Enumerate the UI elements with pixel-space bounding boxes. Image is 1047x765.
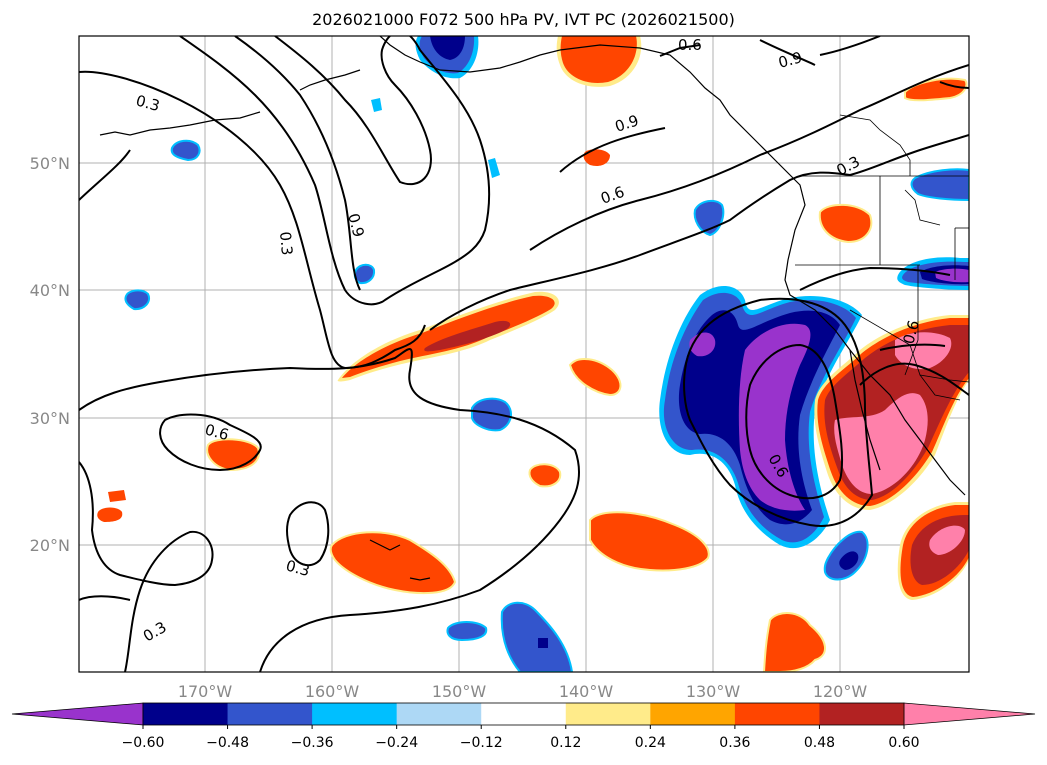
contour-label: 0.9 <box>776 48 804 72</box>
plot-title: 2026021000 F072 500 hPa PV, IVT PC (2026… <box>312 10 735 29</box>
colorbar-tick-label: 0.60 <box>888 735 919 751</box>
colorbar: −0.60 −0.48 −0.36 −0.24 −0.12 0.12 0.24 0.36 0.4… <box>11 702 1036 751</box>
lat-label: 20°N <box>30 536 70 555</box>
contour-label: 0.6 <box>678 36 702 54</box>
contour-label: 0.6 <box>203 420 231 444</box>
colorbar-segment <box>565 703 651 725</box>
colorbar-tick-label: −0.48 <box>206 735 249 751</box>
colorbar-tick-label: −0.60 <box>122 735 165 751</box>
lon-label: 170°W <box>178 682 233 701</box>
lon-label: 150°W <box>432 682 487 701</box>
colorbar-segment <box>143 703 229 725</box>
colorbar-tick-label: −0.36 <box>291 735 334 751</box>
colorbar-frame <box>142 702 905 726</box>
negative-pv-shading <box>124 36 969 672</box>
colorbar-segment <box>312 703 398 725</box>
contour-label: 0.9 <box>344 211 368 239</box>
colorbar-segment <box>734 703 820 725</box>
pv-contours <box>79 36 969 672</box>
contour-label: 0.3 <box>134 91 162 115</box>
lon-label: 140°W <box>559 682 614 701</box>
colorbar-segment <box>819 703 905 725</box>
colorbar-tick-label: 0.48 <box>804 735 835 751</box>
lon-label: 160°W <box>305 682 360 701</box>
contour-label: 0.3 <box>276 231 296 256</box>
political-borders <box>795 114 969 401</box>
colorbar-extend-min <box>11 702 144 726</box>
colorbar-extend-max <box>903 702 1036 726</box>
colorbar-tick-label: 0.24 <box>635 735 666 751</box>
coastlines <box>99 36 966 581</box>
colorbar-segment <box>650 703 736 725</box>
lat-label: 50°N <box>30 154 70 173</box>
colorbar-segment <box>481 703 567 725</box>
map-contents: 0.3 0.3 0.3 0.3 0.3 0.6 0.6 0.6 0.6 0.6 … <box>79 36 969 672</box>
colorbar-tick-label: −0.24 <box>375 735 418 751</box>
contour-label: 0.3 <box>284 556 312 580</box>
colorbar-tick-label: 0.36 <box>719 735 750 751</box>
lat-label: 40°N <box>30 281 70 300</box>
colorbar-segment <box>227 703 313 725</box>
colorbar-segment <box>396 703 482 725</box>
lat-label: 30°N <box>30 409 70 428</box>
colorbar-tick-label: −0.12 <box>460 735 503 751</box>
positive-pv-shading <box>97 36 969 672</box>
lon-label: 120°W <box>813 682 868 701</box>
map-frame <box>78 35 970 673</box>
colorbar-tick-label: 0.12 <box>550 735 581 751</box>
lon-label: 130°W <box>686 682 741 701</box>
contour-label: 0.6 <box>899 318 923 346</box>
